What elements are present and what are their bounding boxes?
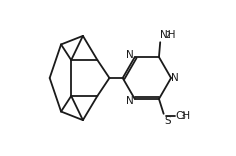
Text: 3: 3 bbox=[180, 112, 185, 121]
Text: N: N bbox=[126, 50, 134, 60]
Text: N: N bbox=[171, 73, 179, 83]
Text: CH: CH bbox=[175, 111, 190, 121]
Text: S: S bbox=[164, 116, 171, 126]
Text: NH: NH bbox=[160, 30, 176, 40]
Text: 2: 2 bbox=[165, 31, 170, 40]
Text: N: N bbox=[126, 96, 134, 106]
